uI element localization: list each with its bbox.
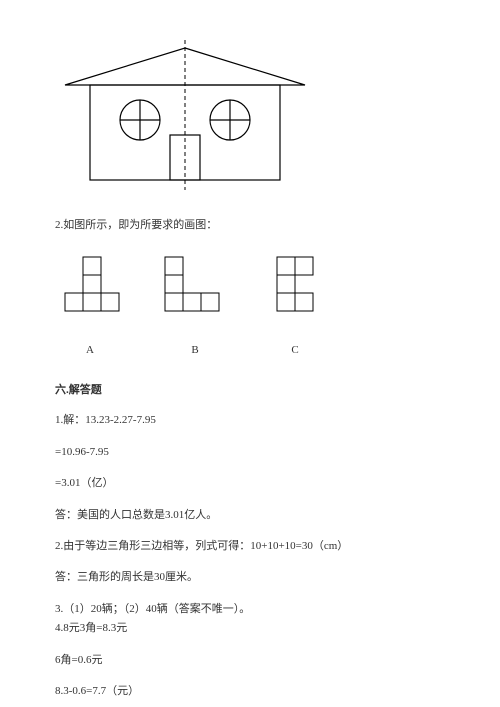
polyomino-figures (55, 249, 445, 332)
shape-a (65, 257, 119, 311)
house-diagram (55, 40, 445, 193)
label-a: A (55, 344, 125, 356)
q2-intro: 2.如图所示，即为所要求的画图： (55, 218, 445, 233)
answer-line: 4.8元3角=8.3元 (55, 621, 445, 636)
label-b: B (160, 344, 230, 356)
answer-line: 1.解：13.23-2.27-7.95 (55, 413, 445, 428)
answer-line: 8.3-0.6=7.7（元） (55, 684, 445, 699)
answer-line: 6角=0.6元 (55, 653, 445, 668)
label-c: C (260, 344, 330, 356)
answer-line: 答：美国的人口总数是3.01亿人。 (55, 508, 445, 523)
answer-line: 2.由于等边三角形三边相等，列式可得：10+10+10=30（cm） (55, 539, 445, 554)
shape-b (165, 257, 219, 311)
answer-line: =3.01（亿） (55, 476, 445, 491)
shape-c (277, 257, 313, 311)
answer-line: =10.96-7.95 (55, 445, 445, 460)
roof-shape (65, 48, 305, 85)
answer-line: 答：三角形的周长是30厘米。 (55, 570, 445, 585)
polyomino-labels: A B C (55, 344, 445, 356)
answer-line: 3.（1）20辆；（2）40辆（答案不唯一）。 (55, 602, 445, 617)
section-6-title: 六.解答题 (55, 381, 445, 397)
